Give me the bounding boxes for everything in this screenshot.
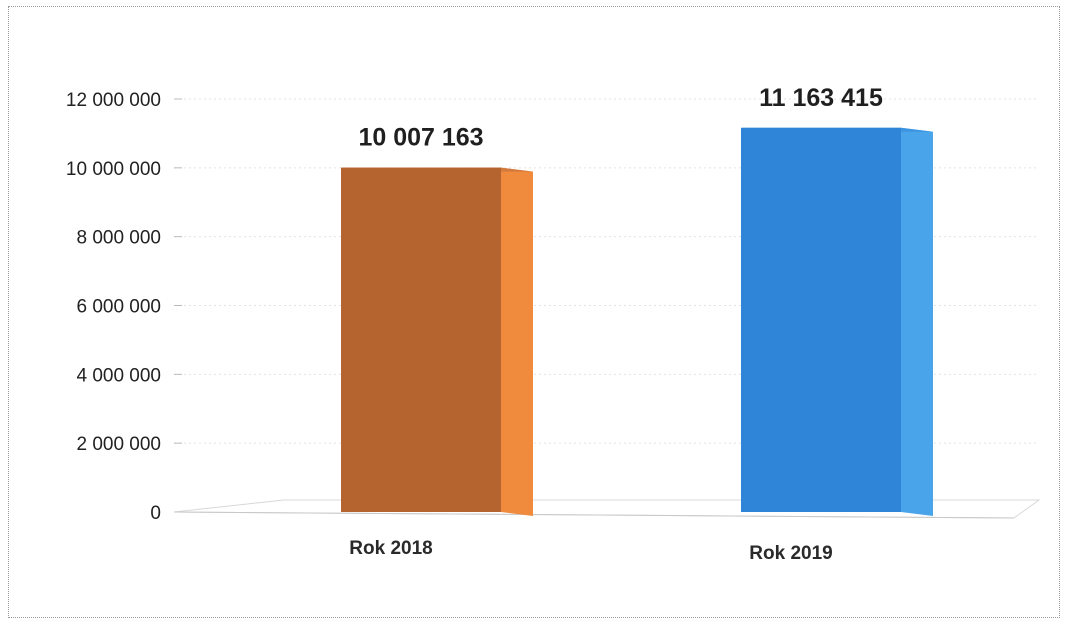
y-tick-label: 12 000 000 <box>66 90 161 111</box>
labels: 10 007 163 Rok 2018 11 163 415 Rok 2019 <box>349 84 883 564</box>
bar-2 <box>741 127 933 516</box>
bar-front-face <box>341 167 501 513</box>
chart-frame: 0 2 000 000 4 000 000 6 000 000 8 000 000 10 … <box>8 6 1060 618</box>
data-label: 11 163 415 <box>759 84 883 112</box>
bar-side-face <box>901 127 933 516</box>
bar-side-face <box>501 167 533 517</box>
x-category-label: Rok 2018 <box>349 538 432 559</box>
bar-1 <box>341 167 533 517</box>
x-category-label: Rok 2019 <box>749 543 832 564</box>
bars <box>341 127 933 517</box>
data-label: 10 007 163 <box>358 124 483 152</box>
y-tick-label: 2 000 000 <box>76 434 161 455</box>
y-tick-label: 6 000 000 <box>76 297 161 318</box>
bar-front-face <box>741 127 901 512</box>
y-tick-label: 0 <box>150 503 161 524</box>
x-axis-line <box>173 511 1015 519</box>
y-axis: 0 2 000 000 4 000 000 6 000 000 8 000 000 10 … <box>66 90 1015 524</box>
y-tick-label: 8 000 000 <box>76 228 161 249</box>
bar-chart: 0 2 000 000 4 000 000 6 000 000 8 000 000 10 … <box>66 84 1041 564</box>
y-tick-label: 4 000 000 <box>76 365 161 386</box>
y-tick-label: 10 000 000 <box>66 159 161 180</box>
